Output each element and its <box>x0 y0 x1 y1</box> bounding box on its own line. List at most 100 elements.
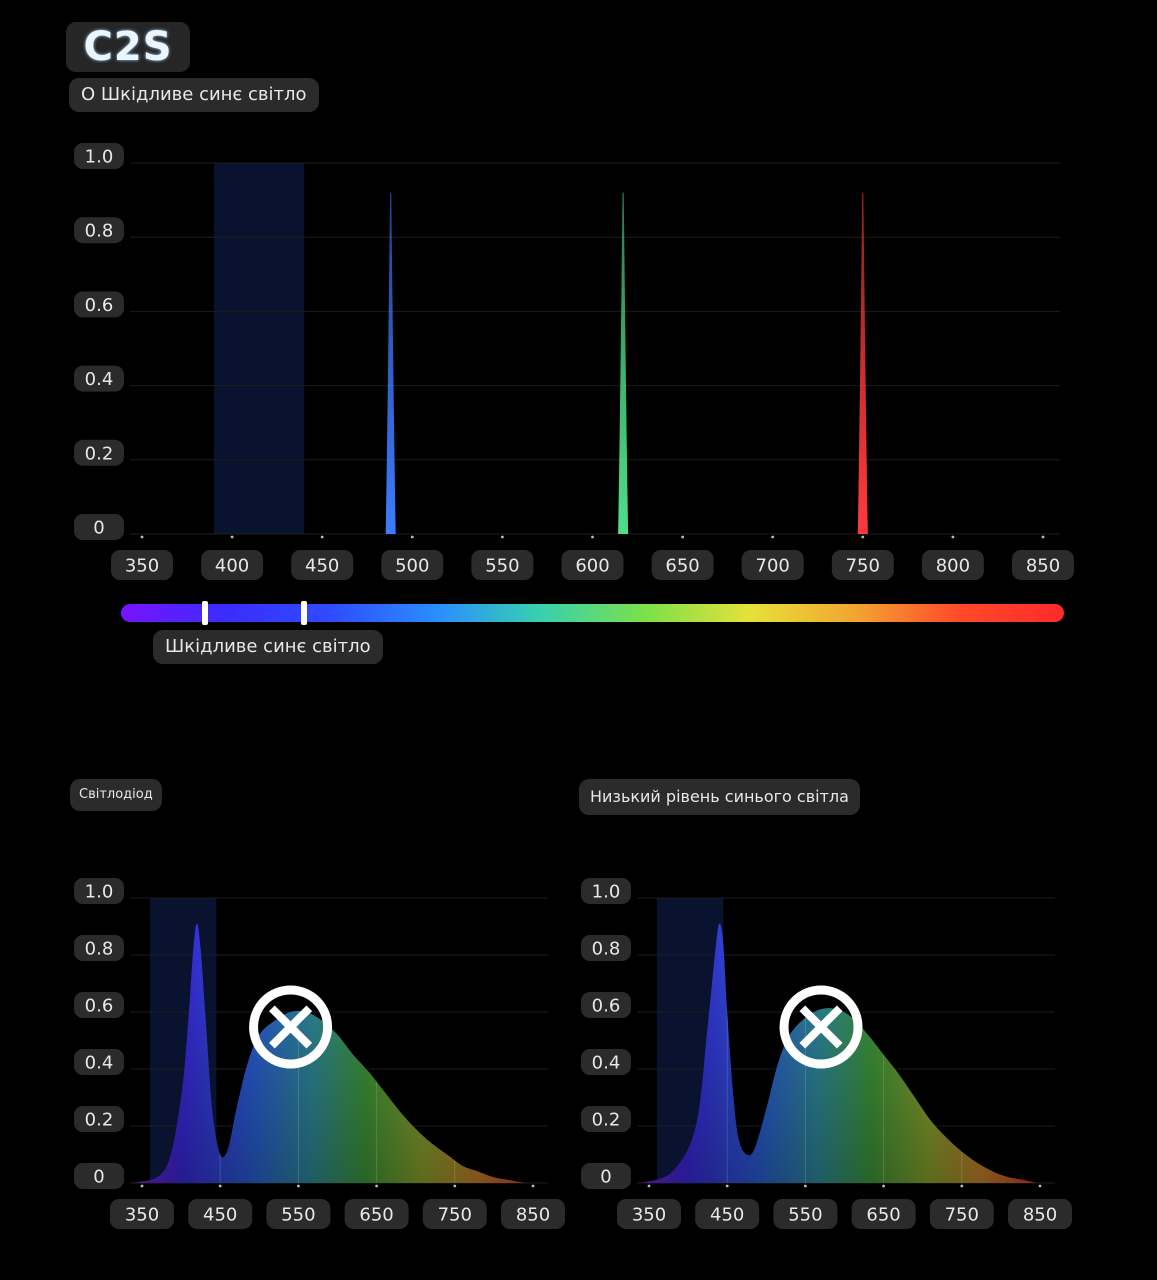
x-tick-label-text: 750 <box>438 1204 472 1225</box>
x-tick-label: 750 <box>422 1199 487 1229</box>
x-tick-label-text: 800 <box>936 555 970 576</box>
x-tick-label-bg <box>773 1199 838 1229</box>
y-tick-label: 0.4 <box>581 1049 631 1075</box>
low-blue-spectrum-chart: 0 0.2 0.4 0.6 0.8 1.0 350 450 550 650 750 850 <box>581 878 1072 1229</box>
y-tick-label-bg <box>581 878 631 904</box>
x-tick-label: 550 <box>266 1199 331 1229</box>
x-tick-mark <box>410 535 414 539</box>
x-tick-label-bg <box>381 550 444 580</box>
y-tick-label-bg <box>74 514 124 540</box>
y-tick-label: 0.4 <box>74 1049 124 1075</box>
y-tick-label: 0.8 <box>74 217 124 244</box>
x-tick-label-text: 500 <box>395 555 429 576</box>
x-tick-label-text: 450 <box>710 1204 744 1225</box>
x-tick-label: 450 <box>188 1199 253 1229</box>
y-tick-label-bg <box>581 1049 631 1075</box>
cross-circle-icon <box>779 985 863 1069</box>
y-tick-label-text: 0.8 <box>85 938 114 959</box>
y-tick-label-bg <box>74 291 124 318</box>
x-tick-mark <box>230 535 234 539</box>
x-tick-label-text: 550 <box>485 555 519 576</box>
y-tick-label-text: 0.2 <box>592 1109 621 1130</box>
x-tick-label-bg <box>266 1199 331 1229</box>
x-tick-mark <box>320 535 324 539</box>
x-tick-mark <box>804 1184 807 1188</box>
x-tick-label-bg <box>111 550 173 580</box>
x-tick-label-bg <box>1012 550 1074 580</box>
y-tick-label-text: 0.4 <box>85 1052 114 1073</box>
x-tick-label-text: 850 <box>1023 1204 1057 1225</box>
y-tick-label: 0.6 <box>74 291 124 318</box>
x-tick-label: 650 <box>651 550 714 580</box>
x-tick-mark <box>861 535 865 539</box>
y-tick-label: 0.6 <box>581 992 631 1018</box>
x-tick-mark <box>725 1184 729 1188</box>
x-tick-mark <box>1038 1184 1042 1188</box>
harmful-band-highlight <box>214 163 305 534</box>
y-tick-label-bg <box>74 365 124 392</box>
x-tick-mark <box>140 535 144 539</box>
y-tick-label-bg <box>74 935 124 961</box>
x-tick-label-text: 450 <box>203 1204 237 1225</box>
x-tick-mark <box>501 535 504 539</box>
x-tick-mark <box>591 535 594 539</box>
y-tick-label: 0.8 <box>581 935 631 961</box>
y-tick-label-text: 1.0 <box>85 881 114 902</box>
y-tick-label-text: 0.8 <box>592 938 621 959</box>
y-tick-label-text: 1.0 <box>592 881 621 902</box>
x-tick-label-bg <box>741 550 804 580</box>
x-tick-label-text: 350 <box>125 555 159 576</box>
y-tick-label-bg <box>74 439 124 466</box>
x-tick-label: 550 <box>471 550 534 580</box>
x-tick-label: 450 <box>291 550 354 580</box>
x-tick-label: 800 <box>921 550 984 580</box>
cross-circle-icon <box>249 985 333 1069</box>
y-tick-label-bg <box>581 1106 631 1132</box>
cross-line <box>799 1005 843 1049</box>
cross-line <box>269 1005 313 1049</box>
x-tick-label: 850 <box>1012 550 1074 580</box>
visible-spectrum-bar <box>121 601 1064 625</box>
y-tick-label-text: 0.6 <box>85 295 114 316</box>
x-tick-label: 600 <box>561 550 624 580</box>
y-tick-label: 0.2 <box>74 439 124 466</box>
x-tick-label-text: 650 <box>866 1204 900 1225</box>
x-tick-mark <box>218 1184 222 1188</box>
y-tick-label-bg <box>74 1049 124 1075</box>
x-tick-label-bg <box>921 550 984 580</box>
x-tick-label: 750 <box>831 550 894 580</box>
y-tick-label-text: 0.6 <box>85 995 114 1016</box>
led-chart-title: Світлодіод <box>70 779 162 811</box>
x-tick-mark <box>531 1184 535 1188</box>
x-tick-label-text: 650 <box>665 555 699 576</box>
x-tick-label-bg <box>110 1199 174 1229</box>
x-tick-label: 850 <box>501 1199 565 1229</box>
x-tick-mark <box>951 535 955 539</box>
x-tick-label-bg <box>651 550 714 580</box>
x-tick-label: 750 <box>929 1199 994 1229</box>
y-tick-label: 0.8 <box>74 935 124 961</box>
x-tick-label-bg <box>471 550 534 580</box>
brand-logo: C2S <box>66 22 190 72</box>
x-tick-mark <box>1041 535 1045 539</box>
y-tick-label-bg <box>74 1163 124 1189</box>
x-tick-label-bg <box>929 1199 994 1229</box>
x-tick-label-bg <box>501 1199 565 1229</box>
x-tick-label-text: 600 <box>575 555 609 576</box>
y-tick-label-text: 0.4 <box>592 1052 621 1073</box>
y-tick-label-text: 0.4 <box>85 369 114 390</box>
y-tick-label: 0.2 <box>581 1106 631 1132</box>
x-tick-label-text: 750 <box>846 555 880 576</box>
x-tick-label-bg <box>201 550 264 580</box>
x-tick-label-text: 550 <box>788 1204 822 1225</box>
x-tick-label-text: 700 <box>756 555 790 576</box>
spectral-peak <box>857 192 868 534</box>
y-tick-label-bg <box>74 992 124 1018</box>
y-tick-label: 0.2 <box>74 1106 124 1132</box>
x-tick-label: 350 <box>617 1199 681 1229</box>
x-tick-mark <box>681 535 684 539</box>
cross-circle-ring <box>779 985 863 1069</box>
y-tick-label: 1.0 <box>581 878 631 904</box>
x-tick-label-bg <box>851 1199 916 1229</box>
